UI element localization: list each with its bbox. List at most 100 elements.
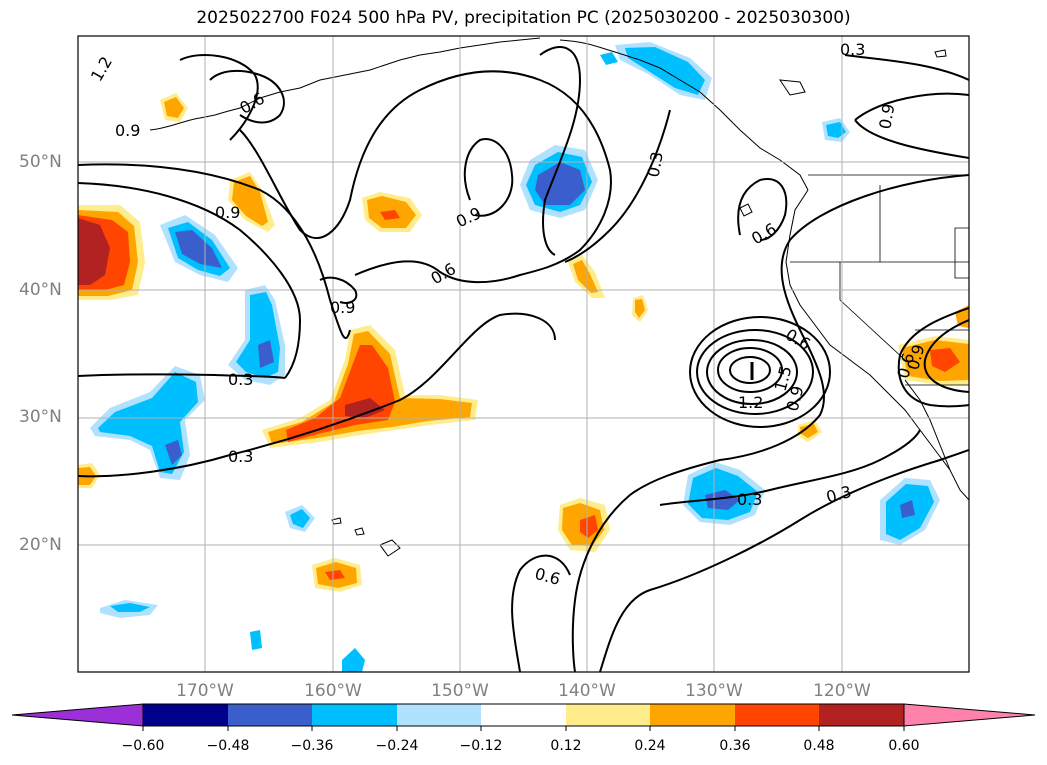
island [778,79,806,96]
lat-label-20n: 20°N [19,535,62,555]
pv-contour [706,339,798,405]
colorbar-segment [228,704,312,726]
colorbar [11,703,1036,731]
lon-label-150w: 150°W [431,681,489,701]
pv-contour [659,429,921,506]
colorbar-tick-label: 0.48 [803,738,835,754]
precip-area [826,122,846,138]
pv-contour [689,316,831,428]
pv-contour [844,54,969,81]
colorbar-tick-label: −0.48 [206,738,250,754]
colorbar-outline [142,703,905,727]
lon-label-120w: 120°W [813,681,871,701]
precip-area [900,500,915,518]
contour-label: 0.3 [840,40,865,59]
precip-area [325,570,345,580]
precip-area [258,340,274,368]
contour-label: 0.3 [737,490,762,509]
colorbar-segment [143,704,228,726]
precip-area [800,424,818,438]
precip-area [164,97,184,118]
colorbar-segment [397,704,481,726]
alaska-coastline [149,37,541,131]
pv-contour [599,449,969,672]
colorbar-segment [735,704,819,726]
island [739,203,753,217]
gridlines [78,36,969,672]
lat-label-40n: 40°N [19,280,62,300]
pv-contour [854,92,969,121]
colorbar-tick-label: −0.12 [459,738,503,754]
colorbar-segment [566,704,650,726]
pv-contour [539,46,582,256]
map-frame [77,35,970,673]
colorbar-tick-label: −0.60 [121,738,165,754]
state-border [954,227,969,279]
pv-contour [511,554,571,672]
contour-label: 0.3 [228,370,253,389]
pv-contour [463,138,514,217]
precip-area [250,630,262,650]
pv-contour [319,276,358,304]
lon-label-140w: 140°W [558,681,616,701]
pv-contour [737,178,788,241]
pv-contour [239,70,612,284]
map-panel: 1.2 0.9 0.6 0.9 0.9 0.9 0.6 0.9 0.3 0.3 … [78,36,969,672]
precip-area [580,515,598,538]
precip-area [290,509,310,528]
pv-contour [696,329,814,415]
pv-contour [729,356,771,384]
precip-area [345,398,385,418]
island [934,49,947,58]
colorbar-tick-label: −0.24 [375,738,419,754]
pv-contours [78,46,969,672]
colorbar-segment [650,704,735,726]
colorbar-tick-label: −0.36 [290,738,334,754]
precip-area [635,299,645,318]
pv-contour [717,347,783,393]
island [354,527,365,536]
colorbar-tick-label: 0.24 [634,738,666,754]
precip-area [110,603,150,612]
lon-label-160w: 160°W [304,681,362,701]
colorbar-segment [481,704,566,726]
pv-contour [78,312,556,478]
contour-label: 0.9 [330,298,355,317]
colorbar-extend-high [903,703,1036,727]
colorbar-tick-label: 0.12 [550,738,582,754]
pv-vortex-contours [689,316,831,428]
borders [790,174,969,386]
map-title: 2025022700 F024 500 hPa PV, precipitatio… [196,8,851,28]
pv-contour [209,69,285,124]
colorbar-tick-label: 0.60 [888,738,920,754]
precip-area [573,260,598,293]
contour-label: 0.3 [644,150,667,178]
island [379,539,401,557]
baja-coastline [904,379,951,471]
precip-area [78,218,110,285]
pv-contour [179,54,259,141]
precip-area [342,648,365,672]
contour-label: 0.9 [215,203,240,222]
pv-contour [923,319,969,393]
precip-area [175,230,222,268]
precip-area [600,52,618,65]
pv-contour [564,109,671,263]
pv-contour [78,182,302,379]
precip-area [165,440,182,465]
pv-contour [897,307,969,408]
lon-label-170w: 170°W [176,681,234,701]
precip-area [380,210,400,220]
colorbar-segment [819,704,904,726]
lat-label-50n: 50°N [19,152,62,172]
colorbar-segment [312,704,397,726]
contour-label: 1.2 [738,393,763,412]
precip-area [930,348,960,372]
alaska-coastline [559,39,809,191]
contour-label: 0.3 [228,447,253,466]
precip-area [232,176,268,226]
contour-label: 0.9 [115,121,140,140]
lon-label-130w: 130°W [685,681,743,701]
pv-contour [78,373,286,379]
